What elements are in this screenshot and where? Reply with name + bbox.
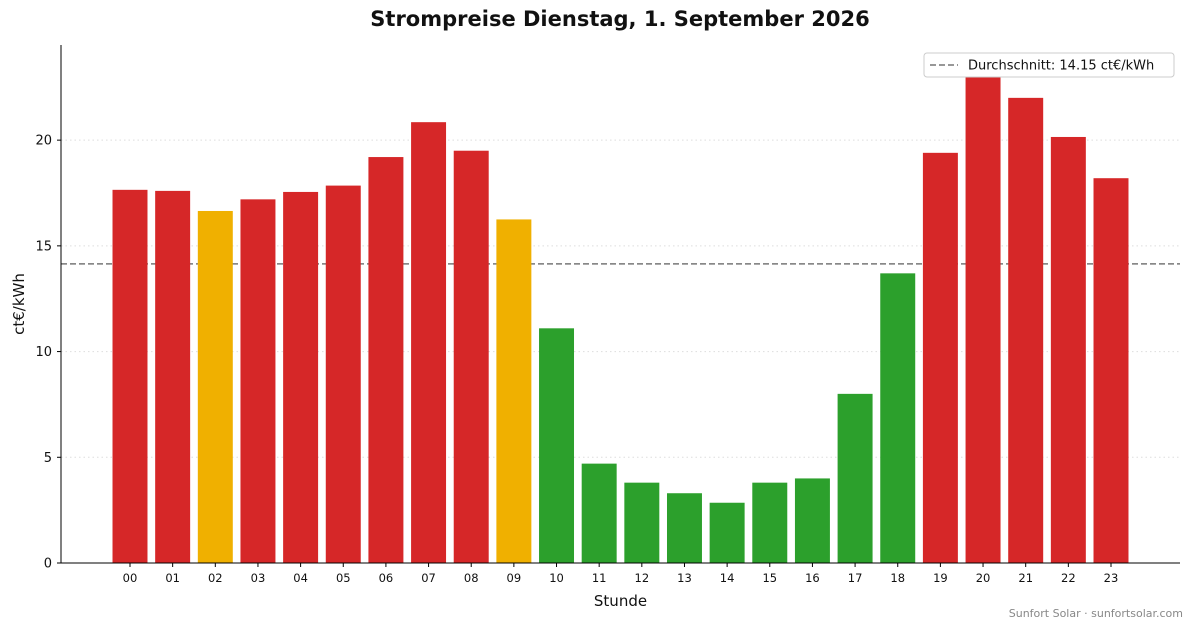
x-tick-label: 15 [762, 571, 777, 585]
bar-23 [1093, 178, 1129, 563]
x-tick-label: 12 [635, 571, 650, 585]
y-tick-label: 0 [44, 557, 52, 572]
legend: Durchschnitt: 14.15 ct€/kWh [923, 52, 1175, 78]
x-tick-label: 06 [379, 571, 394, 585]
legend-box [923, 52, 1175, 78]
bar-06 [368, 157, 404, 564]
bar-09 [496, 219, 532, 563]
bar-15 [752, 482, 788, 563]
bar-18 [880, 273, 916, 563]
x-tick-label: 19 [933, 571, 948, 585]
x-axis: 00 01 02 03 04 05 06 07 08 09 10 11 12 13 14 15 16 17 18 19… [61, 562, 1180, 585]
legend-label: Durchschnitt: 14.15 ct€/kWh [968, 59, 1154, 74]
x-tick-label: 02 [208, 571, 223, 585]
x-tick-label: 04 [293, 571, 308, 585]
y-axis-label: ct€/kWh [10, 273, 28, 335]
y-tick-label: 5 [44, 451, 52, 466]
x-tick-label: 11 [592, 571, 607, 585]
bar-02 [197, 210, 233, 563]
bar-04 [283, 191, 319, 563]
x-tick-label: 16 [805, 571, 820, 585]
y-tick-label: 10 [35, 345, 52, 360]
x-tick-label: 17 [848, 571, 863, 585]
bar-20 [965, 70, 1001, 563]
x-tick-label: 21 [1018, 571, 1033, 585]
bar-00 [112, 189, 148, 564]
x-tick-label: 22 [1061, 571, 1076, 585]
x-tick-label: 20 [976, 571, 991, 585]
x-tick-label: 07 [421, 571, 436, 585]
x-tick-label: 23 [1104, 571, 1119, 585]
bar-11 [581, 463, 617, 563]
bar-08 [453, 150, 489, 563]
bar-21 [1008, 97, 1044, 563]
x-tick-label: 00 [123, 571, 138, 585]
x-tick-label: 01 [165, 571, 180, 585]
bar-01 [155, 190, 191, 563]
x-tick-label: 05 [336, 571, 351, 585]
bar-07 [411, 122, 447, 564]
bars [112, 70, 1129, 564]
x-tick-label: 09 [507, 571, 522, 585]
x-tick-label: 14 [720, 571, 735, 585]
bar-14 [709, 502, 745, 563]
x-tick-label: 13 [677, 571, 692, 585]
x-tick-label: 18 [890, 571, 905, 585]
bar-05 [325, 185, 361, 563]
y-tick-label: 20 [35, 134, 52, 149]
bar-03 [240, 199, 276, 564]
bar-17 [837, 393, 873, 563]
bar-22 [1050, 136, 1086, 563]
bar-19 [922, 152, 958, 564]
y-axis: 0 5 10 15 20 [35, 45, 62, 572]
x-axis-label: Stunde [594, 592, 647, 610]
chart-title: Strompreise Dienstag, 1. September 2026 [370, 7, 869, 31]
bar-10 [539, 328, 575, 563]
x-tick-label: 08 [464, 571, 479, 585]
bar-13 [666, 493, 702, 563]
x-tick-label: 10 [549, 571, 564, 585]
x-tick-label: 03 [251, 571, 266, 585]
bar-12 [624, 482, 660, 563]
y-tick-label: 15 [35, 239, 52, 254]
bar-16 [794, 478, 830, 563]
watermark: Sunfort Solar · sunfortsolar.com [1009, 607, 1183, 620]
